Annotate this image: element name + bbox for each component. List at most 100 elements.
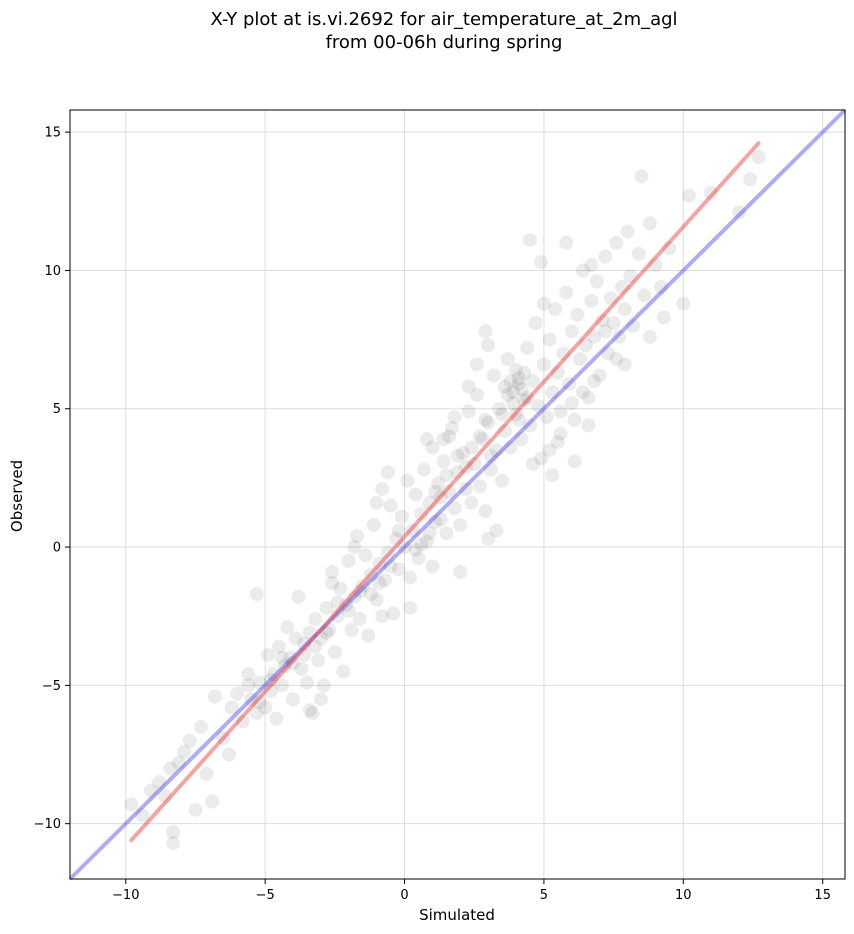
scatter-point — [341, 603, 356, 618]
scatter-point — [249, 587, 264, 602]
scatter-point — [439, 468, 454, 483]
x-tick-label: 10 — [675, 888, 692, 903]
scatter-point — [511, 376, 526, 391]
scatter-point — [456, 446, 471, 461]
scatter-point — [447, 501, 462, 516]
scatter-point — [372, 556, 387, 571]
scatter-point — [316, 678, 331, 693]
scatter-point — [623, 268, 638, 283]
scatter-point — [453, 517, 468, 532]
scatter-point — [662, 241, 677, 256]
scatter-point — [330, 595, 345, 610]
scatter-point — [536, 296, 551, 311]
scatter-point — [297, 647, 312, 662]
regression-fit-line — [129, 141, 761, 843]
scatter-point — [676, 296, 691, 311]
scatter-point — [325, 564, 340, 579]
scatter-point — [369, 592, 384, 607]
scatter-point — [325, 576, 340, 591]
scatter-point — [545, 385, 560, 400]
scatter-point — [601, 346, 616, 361]
scatter-point — [338, 598, 353, 613]
scatter-point — [319, 600, 334, 615]
scatter-point — [205, 794, 220, 809]
scatter-point — [520, 390, 535, 405]
scatter-point — [383, 559, 398, 574]
scatter-point — [361, 628, 376, 643]
scatter-point — [478, 324, 493, 339]
x-tick-label: 15 — [814, 888, 831, 903]
scatter-point — [305, 706, 320, 721]
scatter-point — [274, 678, 289, 693]
x-tick-label: 5 — [540, 888, 548, 903]
scatter-point — [475, 432, 490, 447]
scatter-point — [478, 504, 493, 519]
reference-lines — [68, 108, 847, 881]
scatter-point — [592, 368, 607, 383]
scatter-point — [598, 249, 613, 264]
scatter-point — [642, 216, 657, 231]
scatter-point — [550, 365, 565, 380]
scatter-point — [472, 479, 487, 494]
scatter-point — [497, 379, 512, 394]
scatter-point — [534, 255, 549, 270]
scatter-point — [751, 150, 766, 165]
scatter-point — [598, 324, 613, 339]
scatter-point — [277, 659, 292, 674]
scatter-point — [614, 280, 629, 295]
scatter-point — [548, 302, 563, 317]
scatter-point — [626, 318, 641, 333]
scatter-point — [617, 302, 632, 317]
scatter-point — [545, 468, 560, 483]
scatter-point — [391, 562, 406, 577]
scatter-point — [347, 540, 362, 555]
x-axis-label: Simulated — [419, 906, 495, 924]
scatter-point — [347, 589, 362, 604]
scatter-point — [199, 766, 214, 781]
scatter-point — [439, 526, 454, 541]
scatter-point — [570, 307, 585, 322]
scatter-point — [467, 457, 482, 472]
scatter-point — [383, 498, 398, 513]
x-tick-label: −10 — [112, 888, 139, 903]
scatter-point — [704, 185, 719, 200]
y-tick-label: 10 — [44, 264, 61, 279]
scatter-point — [503, 374, 518, 389]
scatter-point — [514, 432, 529, 447]
scatter-point — [506, 396, 521, 411]
scatter-point — [313, 631, 328, 646]
scatter-point — [319, 625, 334, 640]
scatter-point — [378, 573, 393, 588]
scatter-point — [481, 338, 496, 353]
scatter-point — [464, 440, 479, 455]
scatter-point — [166, 824, 181, 839]
scatter-point — [408, 487, 423, 502]
scatter-point — [364, 587, 379, 602]
scatter-point — [230, 686, 245, 701]
scatter-point — [542, 332, 557, 347]
scatter-point — [511, 412, 526, 427]
scatter-point — [573, 351, 588, 366]
scatter-point — [386, 606, 401, 621]
scatter-point — [581, 418, 596, 433]
scatter-point — [221, 747, 236, 762]
scatter-point — [182, 733, 197, 748]
scatter-point — [531, 398, 546, 413]
scatter-point — [511, 371, 526, 386]
scatter-point — [486, 368, 501, 383]
scatter-point — [364, 567, 379, 582]
scatter-point — [405, 523, 420, 538]
scatter-point — [355, 578, 370, 593]
scatter-point — [417, 462, 432, 477]
scatter-point — [188, 802, 203, 817]
scatter-point — [525, 374, 540, 389]
scatter-point — [587, 374, 602, 389]
scatter-point — [366, 517, 381, 532]
scatter-point — [313, 692, 328, 707]
scatter-point — [308, 639, 323, 654]
scatter-point — [286, 656, 301, 671]
scatter-point — [375, 609, 390, 624]
scatter-point — [299, 675, 314, 690]
scatter-point — [567, 412, 582, 427]
scatter-point — [258, 700, 273, 715]
